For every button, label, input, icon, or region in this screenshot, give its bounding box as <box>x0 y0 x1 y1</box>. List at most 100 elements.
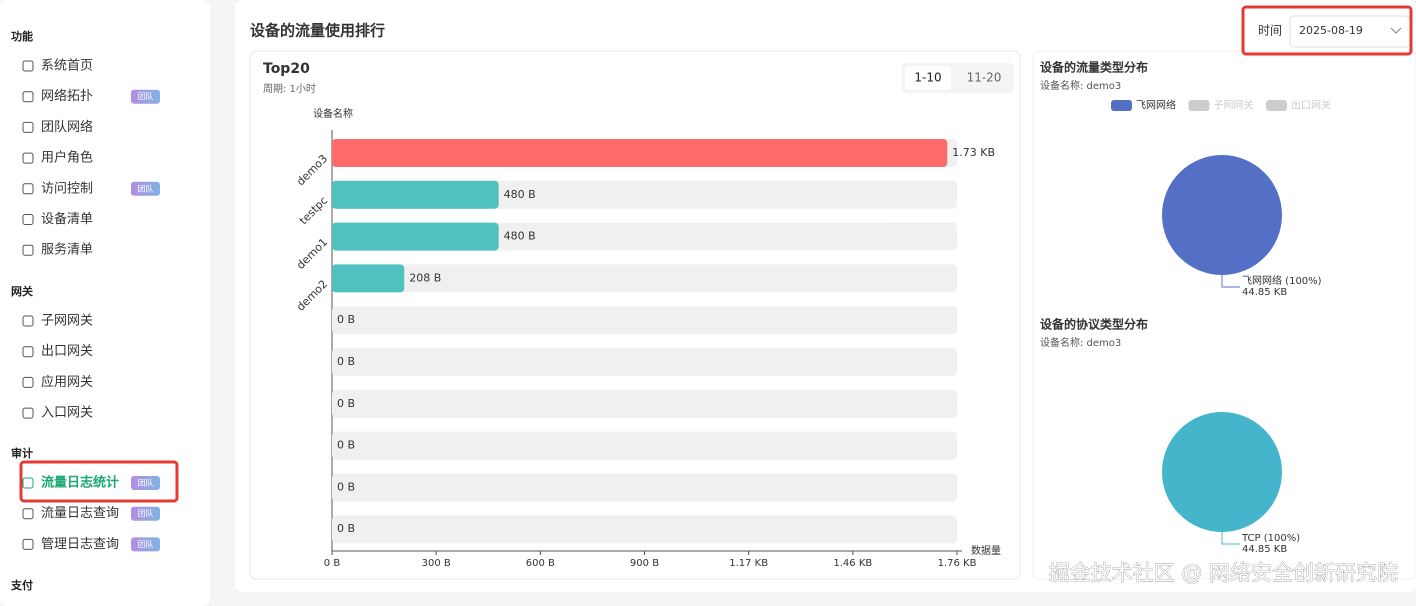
x-tick-label: 1.76 KB <box>938 558 977 569</box>
value-label: 0 B <box>337 480 355 493</box>
menu-icon <box>22 152 34 164</box>
sidebar <box>0 0 210 606</box>
bar <box>332 264 405 293</box>
menu-icon <box>22 477 34 489</box>
menu-item[interactable]: 网络拓扑 <box>41 88 93 104</box>
menu-item[interactable]: 设备清单 <box>41 211 93 227</box>
badge <box>131 537 160 552</box>
value-label: 0 B <box>337 522 355 535</box>
badge-text: 团队 <box>138 183 154 193</box>
menu-icon <box>22 407 34 419</box>
menu-icon <box>22 214 34 225</box>
leader-line <box>1221 532 1240 545</box>
value-label: 0 B <box>337 313 355 326</box>
bar <box>332 222 499 251</box>
bar <box>332 139 948 167</box>
slice-label: 飞网网络 (100%) <box>1242 274 1322 287</box>
pie-slice <box>1162 155 1282 275</box>
time-label: 时间 <box>1258 24 1282 38</box>
pie-subtitle: 设备名称: demo3 <box>1040 336 1121 349</box>
badge-text: 团队 <box>138 508 154 518</box>
bar-track <box>332 264 957 293</box>
value-label: 0 B <box>337 355 355 368</box>
value-label: 0 B <box>337 397 355 410</box>
menu-icon <box>22 508 34 520</box>
legend-label[interactable]: 子网网关 <box>1214 99 1254 112</box>
menu-icon <box>22 315 34 327</box>
menu-item[interactable]: 应用网关 <box>41 374 93 390</box>
x-tick-label: 300 B <box>422 558 451 569</box>
y-axis-title: 设备名称 <box>313 107 353 120</box>
slice-value: 44.85 KB <box>1242 287 1287 298</box>
menu-item[interactable]: 服务清单 <box>41 242 93 258</box>
tab[interactable]: 11-20 <box>967 71 1002 85</box>
bar-track <box>332 389 957 418</box>
menu-icon <box>22 538 34 550</box>
dropdown-icon <box>1390 27 1402 34</box>
menu-item[interactable]: 流量日志统计 <box>41 475 119 491</box>
badge-text: 团队 <box>138 478 154 488</box>
highlight-box <box>19 460 179 503</box>
value-label: 0 B <box>337 439 355 452</box>
menu-item[interactable]: 流量日志查询 <box>41 506 119 521</box>
pie-slice <box>1162 412 1282 532</box>
bar-track <box>332 306 957 335</box>
tab[interactable]: 1-10 <box>914 71 941 85</box>
badge-text: 团队 <box>138 91 154 101</box>
menu-item[interactable]: 团队网络 <box>41 119 93 135</box>
value-label: 1.73 KB <box>952 146 995 159</box>
menu-icon <box>22 91 34 103</box>
x-tick-label: 900 B <box>630 558 659 569</box>
date-value[interactable]: 2025-08-19 <box>1299 24 1363 37</box>
card-period: 周期: 1小时 <box>263 83 316 95</box>
menu-icon <box>22 244 34 256</box>
badge <box>131 181 160 196</box>
slice-value: 44.85 KB <box>1242 544 1287 555</box>
bar-track <box>332 473 957 502</box>
badge <box>131 476 160 490</box>
menu-icon <box>22 376 34 388</box>
value-label: 208 B <box>409 271 441 284</box>
menu-item[interactable]: 系统首页 <box>41 59 93 74</box>
watermark: 掘金技术社区 @ 网络安全创新研究院 <box>1049 561 1398 585</box>
menu-item[interactable]: 出口网关 <box>41 344 93 359</box>
bar-track <box>332 348 957 376</box>
section-title: 功能 <box>11 29 33 43</box>
x-tick-label: 1.17 KB <box>729 558 768 569</box>
menu-item[interactable]: 入口网关 <box>41 406 93 421</box>
menu-item[interactable]: 访问控制 <box>41 181 93 196</box>
highlight-box <box>1241 5 1413 56</box>
value-label: 480 B <box>504 230 536 243</box>
pie-subtitle: 设备名称: demo3 <box>1040 79 1121 92</box>
x-axis-title: 数据量 <box>971 544 1001 557</box>
menu-icon <box>22 121 34 133</box>
badge-text: 团队 <box>138 539 154 549</box>
bar <box>332 180 499 209</box>
bar-track <box>332 431 957 460</box>
tab-active <box>905 66 951 90</box>
badge <box>131 506 160 521</box>
legend-label[interactable]: 出口网关 <box>1291 99 1331 112</box>
legend-swatch <box>1188 100 1210 111</box>
section-title: 审计 <box>11 446 33 460</box>
leader-line <box>1221 275 1240 288</box>
menu-icon <box>22 183 34 195</box>
page-title: 设备的流量使用排行 <box>250 22 385 40</box>
badge <box>131 89 160 104</box>
x-tick-label: 0 B <box>324 558 341 569</box>
menu-icon <box>22 346 34 358</box>
menu-item[interactable]: 管理日志查询 <box>41 537 119 552</box>
menu-item[interactable]: 用户角色 <box>41 150 93 166</box>
pie-title: 设备的协议类型分布 <box>1040 317 1148 332</box>
legend-swatch <box>1111 100 1132 111</box>
legend-swatch <box>1266 100 1287 111</box>
slice-label: TCP (100%) <box>1241 533 1300 544</box>
pie-card <box>1032 50 1416 580</box>
menu-icon <box>22 60 34 72</box>
x-tick-label: 1.46 KB <box>833 558 872 569</box>
value-label: 480 B <box>504 188 536 201</box>
menu-item[interactable]: 子网网关 <box>41 314 93 329</box>
legend-label[interactable]: 飞网网络 <box>1136 99 1176 112</box>
